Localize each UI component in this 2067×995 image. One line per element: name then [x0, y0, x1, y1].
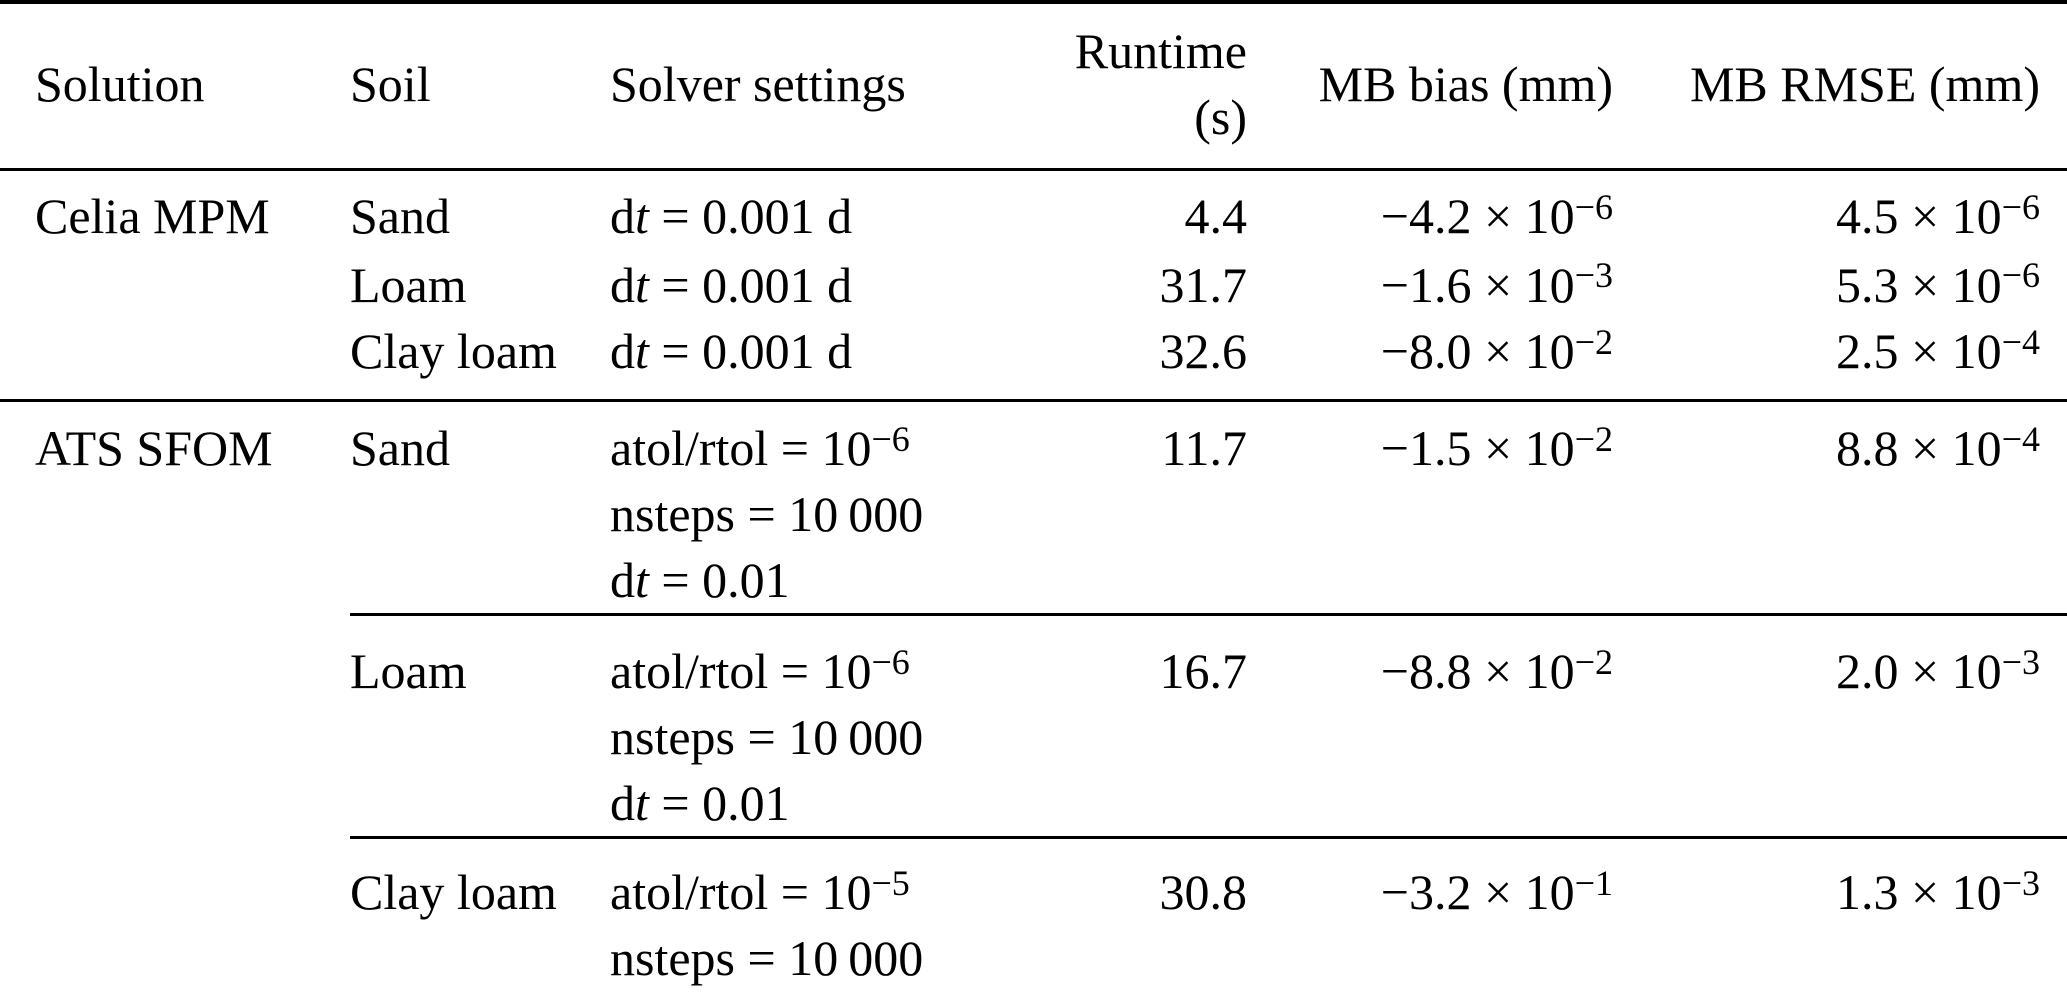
superscript-exponent: −4 [2001, 321, 2040, 362]
setting-line: nsteps = 10 000 [610, 709, 924, 765]
superscript-exponent: −3 [2001, 641, 2040, 682]
superscript-exponent: −2 [1574, 641, 1613, 682]
runtime-cell: 11.7 [1010, 400, 1247, 616]
setting-line: dt = 0.001 d [610, 322, 853, 379]
solver-settings-cell: atol/rtol = 10−6 nsteps = 10 000 dt = 0.… [610, 400, 1010, 616]
header-runtime: Runtime (s) [1010, 2, 1247, 171]
setting-line: atol/rtol = 10−5 [610, 862, 910, 920]
header-soil: Soil [350, 2, 610, 171]
runtime-cell: 4.4 [1184, 188, 1248, 245]
runtime-cell: 32.6 [1010, 317, 1247, 402]
table-row: Clay loam dt = 0.001 d 32.6 −8.0 × 10−2 … [0, 317, 2067, 402]
table-row: Celia MPM Sand dt = 0.001 d 4.4 −4.2 × 1… [0, 170, 2067, 252]
table-row: Loam dt = 0.001 d 31.7 −1.6 × 10−3 5.3 ×… [0, 252, 2067, 318]
setting-line: dt = 0.01 [610, 552, 790, 608]
mb-bias-cell: −8.0 × 10−2 [1247, 317, 1613, 402]
soil-cell: Clay loam [350, 317, 610, 402]
superscript-exponent: −4 [2001, 418, 2040, 459]
table-row: Clay loam atol/rtol = 10−5 nsteps = 10 0… [0, 837, 2067, 995]
superscript-exponent: −2 [1574, 418, 1613, 459]
header-solver-settings: Solver settings [610, 2, 1010, 171]
setting-line: atol/rtol = 10−6 [610, 641, 910, 699]
setting-line: dt = 0.001 d [610, 256, 853, 313]
solver-settings-cell: dt = 0.001 d [610, 252, 1010, 318]
soil-cell: Loam [350, 614, 610, 839]
solver-settings-cell: atol/rtol = 10−5 nsteps = 10 000 dt = 0.… [610, 837, 1010, 995]
setting-line: atol/rtol = 10−6 [610, 418, 910, 476]
mb-rmse-cell: 2.5 × 10−4 [1613, 317, 2067, 402]
table-header-row: Solution Soil Solver settings Runtime (s… [0, 2, 2067, 171]
mb-bias-cell: −8.8 × 10−2 [1247, 614, 1613, 839]
table-row: ATS SFOM Sand atol/rtol = 10−6 nsteps = … [0, 400, 2067, 616]
solution-group-label: ATS SFOM [35, 420, 273, 476]
runtime-cell: 31.7 [1159, 256, 1248, 313]
solver-settings-cell: dt = 0.001 d [610, 317, 1010, 402]
solution-group-label: Celia MPM [35, 188, 270, 245]
superscript-exponent: −5 [871, 862, 910, 903]
mb-bias-cell: −4.2 × 10−6 [1380, 187, 1613, 245]
mb-bias-cell: −3.2 × 10−1 [1247, 837, 1613, 995]
soil-cell: Clay loam [350, 837, 610, 995]
header-mb-rmse: MB RMSE (mm) [1613, 2, 2067, 171]
superscript-exponent: −2 [1574, 321, 1613, 362]
superscript-exponent: −6 [2001, 187, 2040, 228]
mb-rmse-cell: 2.0 × 10−3 [1613, 614, 2067, 839]
setting-line: dt = 0.001 d [610, 188, 853, 245]
superscript-exponent: −6 [2001, 255, 2040, 296]
mb-rmse-cell: 1.3 × 10−3 [1613, 837, 2067, 995]
mb-rmse-cell: 5.3 × 10−6 [1835, 255, 2040, 313]
setting-line: nsteps = 10 000 [610, 930, 924, 986]
setting-line: dt = 0.01 [610, 775, 790, 831]
solution-group-label [0, 615, 350, 838]
superscript-exponent: −1 [1574, 862, 1613, 903]
solution-group-label [0, 317, 350, 402]
mb-bias-cell: −1.5 × 10−2 [1247, 400, 1613, 616]
mb-rmse-cell: 8.8 × 10−4 [1613, 400, 2067, 616]
mb-bias-cell: −1.6 × 10−3 [1380, 255, 1613, 313]
superscript-exponent: −6 [871, 418, 910, 459]
superscript-exponent: −3 [2001, 862, 2040, 903]
header-mb-bias: MB bias (mm) [1247, 2, 1613, 171]
runtime-cell: 30.8 [1010, 837, 1247, 995]
solver-settings-cell: dt = 0.001 d [610, 170, 1010, 252]
table-row: Loam atol/rtol = 10−6 nsteps = 10 000 dt… [0, 614, 2067, 839]
solver-settings-cell: atol/rtol = 10−6 nsteps = 10 000 dt = 0.… [610, 614, 1010, 839]
superscript-exponent: −3 [1574, 255, 1613, 296]
soil-cell: Sand [350, 400, 610, 616]
setting-line: dt = 0.001 [610, 991, 1010, 995]
setting-line: nsteps = 10 000 [610, 486, 924, 542]
solution-group-label [0, 837, 350, 995]
solution-group-label [0, 252, 350, 318]
superscript-exponent: −6 [871, 641, 910, 682]
header-solution: Solution [0, 2, 350, 171]
soil-cell: Loam [350, 256, 467, 313]
soil-cell: Sand [350, 188, 450, 245]
superscript-exponent: −6 [1574, 187, 1613, 228]
runtime-cell: 16.7 [1010, 614, 1247, 839]
mb-rmse-cell: 4.5 × 10−6 [1835, 187, 2040, 245]
